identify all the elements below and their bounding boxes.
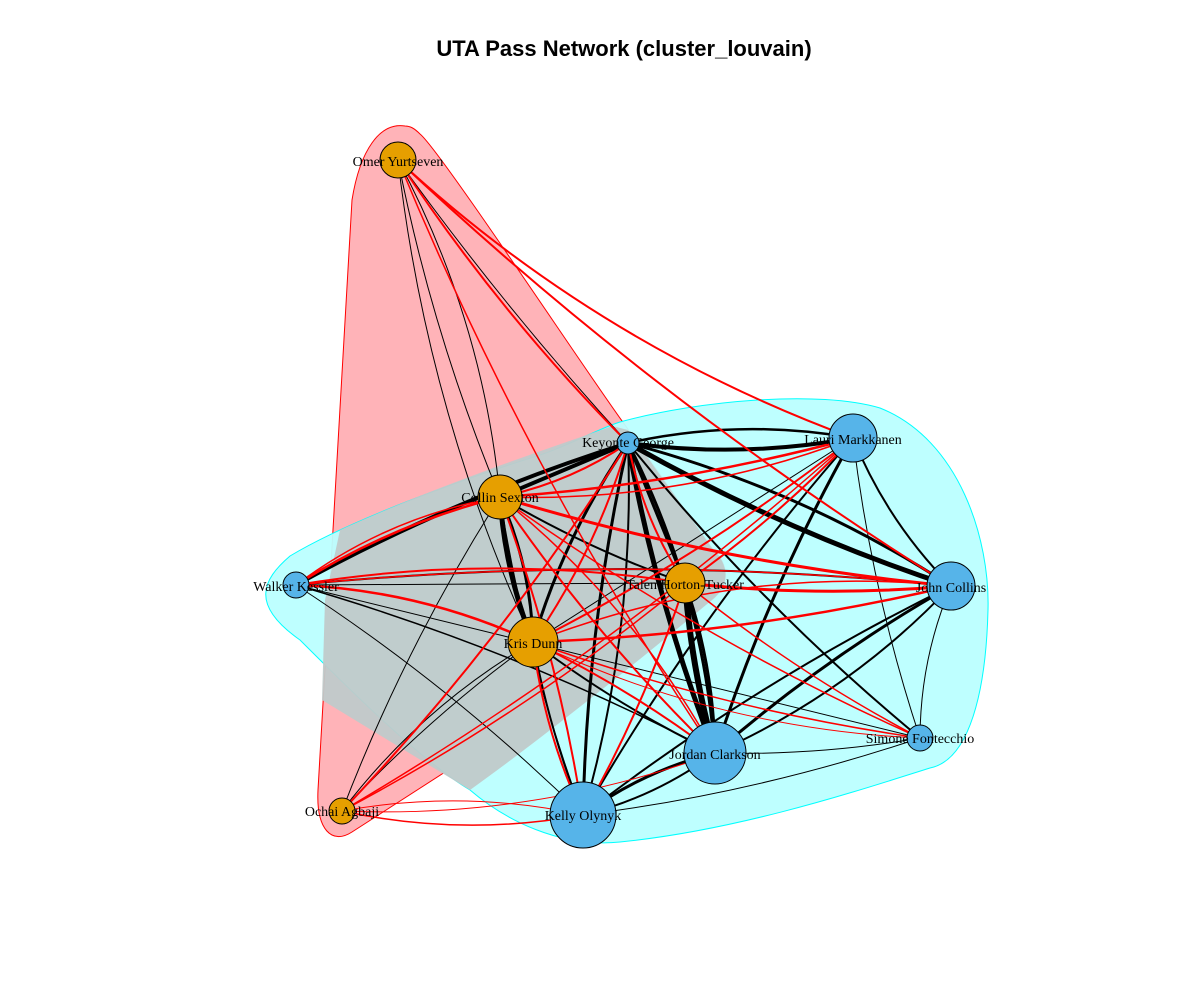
- edge-between: [532, 437, 854, 643]
- edge-within: [397, 159, 501, 498]
- edge-within: [714, 585, 952, 754]
- edge-between: [341, 442, 629, 812]
- edge-within: [627, 442, 921, 739]
- edge-within: [397, 159, 501, 498]
- labels-layer: Omer Yurtseven Keyonte George Lauri Markka…: [253, 155, 986, 824]
- edge-between: [532, 580, 952, 643]
- nodes-layer: [282, 141, 976, 849]
- edge-within: [627, 427, 854, 445]
- edge-between: [499, 495, 952, 588]
- node-omer[interactable]: [379, 141, 417, 179]
- node-kelly[interactable]: [549, 781, 617, 849]
- node-label-kelly: Kelly Olynyk: [545, 809, 622, 824]
- edge-within: [713, 437, 855, 754]
- edge-within: [295, 584, 921, 739]
- edge-between: [295, 496, 501, 586]
- edge-within: [627, 436, 854, 452]
- edge-between: [499, 496, 716, 754]
- node-taylor[interactable]: [664, 562, 706, 604]
- edge-within: [582, 442, 630, 816]
- edge-between: [341, 752, 716, 813]
- edge-between: [684, 581, 952, 593]
- edge-between: [295, 583, 534, 644]
- node-lauri[interactable]: [828, 413, 878, 463]
- edge-within: [295, 584, 584, 816]
- node-label-jordan: Jordan Clarkson: [669, 748, 760, 763]
- edge-between: [532, 442, 629, 643]
- edge-between: [341, 582, 686, 812]
- edge-between: [532, 641, 921, 739]
- node-label-ochai: Ochai Agbaji: [305, 805, 379, 820]
- node-label-keyonte: Keyonte George: [582, 436, 674, 451]
- node-simone[interactable]: [906, 724, 934, 752]
- edge-between: [397, 159, 716, 754]
- edge-within: [397, 159, 629, 444]
- edge-between: [397, 159, 854, 439]
- edge-between: [499, 436, 854, 499]
- edge-within: [582, 437, 854, 816]
- edge-within: [581, 442, 630, 816]
- node-label-lauri: Lauri Markkanen: [804, 433, 902, 448]
- edge-within: [397, 159, 534, 643]
- node-ochai[interactable]: [328, 797, 356, 825]
- edge-between: [532, 584, 952, 644]
- node-keyonte[interactable]: [616, 431, 640, 455]
- edge-between: [499, 496, 921, 739]
- node-label-john: John Collins: [916, 581, 986, 596]
- edge-within: [626, 440, 952, 589]
- edge-within: [341, 641, 534, 812]
- chart-title: UTA Pass Network (cluster_louvain): [436, 36, 812, 61]
- edge-between: [499, 496, 716, 754]
- node-jordan[interactable]: [683, 721, 747, 785]
- edge-between: [295, 567, 686, 586]
- node-walker[interactable]: [282, 571, 310, 599]
- edge-between: [499, 437, 854, 499]
- edge-within: [532, 437, 854, 643]
- edge-between: [295, 495, 501, 587]
- node-label-taylor: Talen Horton-Tucker: [626, 578, 744, 593]
- edge-within: [341, 496, 501, 812]
- edge-between: [295, 568, 952, 587]
- edge-between: [684, 582, 921, 739]
- node-collin[interactable]: [477, 474, 523, 520]
- node-label-simone: Simone Fontecchio: [866, 732, 975, 747]
- node-kris[interactable]: [507, 616, 559, 668]
- edge-between: [341, 437, 854, 812]
- edge-within: [582, 737, 921, 816]
- edge-between: [532, 641, 921, 739]
- node-label-collin: Collin Sexton: [461, 491, 538, 506]
- node-john[interactable]: [926, 561, 976, 611]
- edge-within: [714, 584, 952, 755]
- edge-between: [684, 437, 854, 584]
- node-label-omer: Omer Yurtseven: [353, 155, 444, 170]
- node-label-walker: Walker Kessler: [253, 580, 339, 595]
- edge-between: [397, 159, 629, 444]
- edge-within: [295, 582, 686, 586]
- node-label-kris: Kris Dunn: [504, 637, 563, 652]
- edge-between: [397, 159, 952, 587]
